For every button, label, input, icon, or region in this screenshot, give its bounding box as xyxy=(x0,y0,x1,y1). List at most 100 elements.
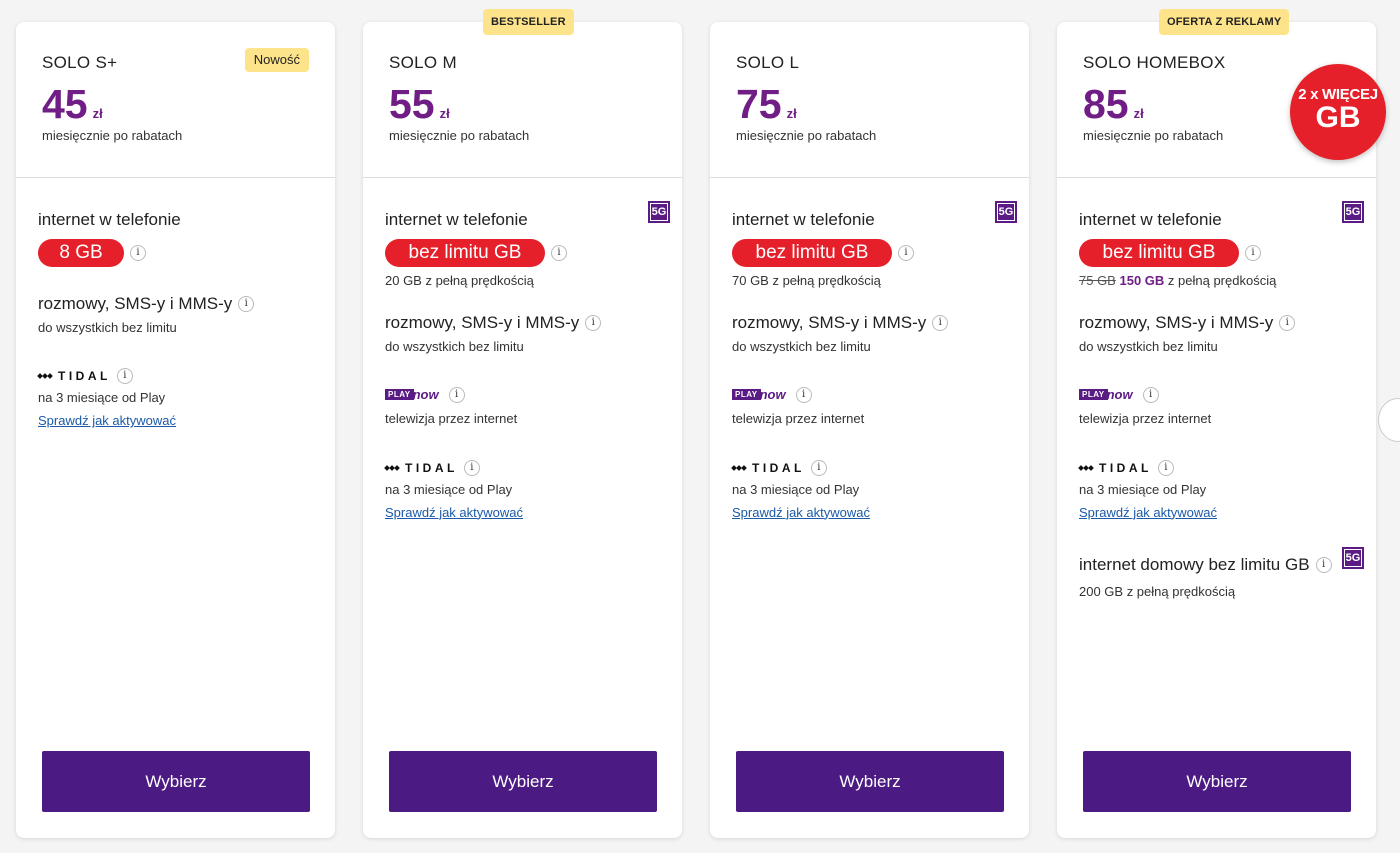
price-row: 45 zł xyxy=(42,82,335,126)
playnow-subtitle: telewizja przez internet xyxy=(1079,410,1212,426)
price-value: 85 xyxy=(1083,81,1129,127)
tidal-logo: TIDAL i xyxy=(1078,459,1174,476)
price-currency: zł xyxy=(786,106,797,121)
price-note: miesięcznie po rabatach xyxy=(736,128,877,143)
activate-link[interactable]: Sprawdź jak aktywować xyxy=(38,413,176,428)
playnow-logo: PLAY now i xyxy=(732,386,812,403)
tidal-subtitle: na 3 miesiące od Play xyxy=(1079,481,1207,497)
plan-header: SOLO M 55 zł miesięcznie po rabatach xyxy=(363,22,682,178)
tidal-wordmark: TIDAL xyxy=(58,369,111,383)
plan-name: SOLO M xyxy=(389,53,457,72)
calls-title: rozmowy, SMS-y i MMS-y i xyxy=(38,294,255,314)
playnow-now: now xyxy=(412,387,439,402)
info-icon[interactable]: i xyxy=(585,315,602,331)
calls-subtitle: do wszystkich bez limitu xyxy=(38,320,177,335)
data-allowance-pill: bez limitu GB xyxy=(732,239,892,267)
price-currency: zł xyxy=(1133,106,1144,121)
data-allowance-pill: bez limitu GB xyxy=(1079,239,1239,267)
home-internet-title-text: internet domowy bez limitu GB xyxy=(1079,554,1310,574)
calls-subtitle: do wszystkich bez limitu xyxy=(385,339,524,354)
data-allowance-pill: 8 GB xyxy=(38,239,124,267)
playnow-now: now xyxy=(1106,387,1133,402)
calls-title-text: rozmowy, SMS-y i MMS-y xyxy=(38,294,233,313)
playnow-play: PLAY xyxy=(385,389,414,400)
home-internet-subtitle: 200 GB z pełną prędkością xyxy=(1079,583,1236,599)
choose-button[interactable]: Wybierz xyxy=(1083,751,1351,812)
tidal-wordmark: TIDAL xyxy=(405,460,458,475)
playnow-play: PLAY xyxy=(1079,389,1108,400)
plan-features: 5G internet w telefonie bez limitu GB i … xyxy=(710,178,1029,522)
price-note: miesięcznie po rabatach xyxy=(1083,128,1224,143)
playnow-logo: PLAY now i xyxy=(1079,386,1159,403)
tidal-diamonds-icon xyxy=(384,464,400,471)
promo-line-2: GB xyxy=(1315,101,1361,134)
price-value: 55 xyxy=(389,81,435,127)
playnow-logo: PLAY now i xyxy=(385,386,465,403)
info-icon[interactable]: i xyxy=(1315,556,1332,573)
price-note: miesięcznie po rabatach xyxy=(42,128,183,143)
internet-title: internet w telefonie xyxy=(1079,210,1222,229)
plan-features: 5G internet w telefonie bez limitu GB i … xyxy=(363,178,682,522)
choose-button[interactable]: Wybierz xyxy=(42,751,310,812)
calls-title: rozmowy, SMS-y i MMS-y i xyxy=(732,313,949,333)
plan-features: internet w telefonie 8 GB i rozmowy, SMS… xyxy=(16,178,335,430)
activate-link[interactable]: Sprawdź jak aktywować xyxy=(385,504,523,520)
tidal-subtitle: na 3 miesiące od Play xyxy=(38,390,166,405)
tidal-subtitle: na 3 miesiące od Play xyxy=(385,481,513,497)
plan-card-solo-l: SOLO L 75 zł miesięcznie po rabatach 5G … xyxy=(710,22,1029,838)
speed-note: 20 GB z pełną prędkością xyxy=(385,273,534,288)
tidal-logo: TIDAL i xyxy=(731,459,827,476)
info-icon[interactable]: i xyxy=(448,386,465,403)
carousel-next-button[interactable] xyxy=(1378,398,1400,442)
info-icon[interactable]: i xyxy=(898,245,914,261)
calls-title: rozmowy, SMS-y i MMS-y i xyxy=(1079,313,1296,333)
5g-icon: 5G xyxy=(1342,201,1364,223)
info-icon[interactable]: i xyxy=(551,245,567,261)
playnow-now: now xyxy=(759,387,786,402)
info-icon[interactable]: i xyxy=(932,315,949,331)
tidal-diamonds-icon xyxy=(731,464,747,471)
activate-link[interactable]: Sprawdź jak aktywować xyxy=(1079,504,1217,520)
speed-old: 75 GB xyxy=(1079,273,1116,288)
speed-rest: z pełną prędkością xyxy=(1167,273,1277,288)
price-row: 55 zł xyxy=(389,82,682,126)
info-icon[interactable]: i xyxy=(1157,459,1174,476)
playnow-play: PLAY xyxy=(732,389,761,400)
info-icon[interactable]: i xyxy=(463,459,480,476)
choose-button[interactable]: Wybierz xyxy=(736,751,1004,812)
5g-icon: 5G xyxy=(1342,546,1364,569)
info-icon[interactable]: i xyxy=(1279,315,1296,331)
activate-link[interactable]: Sprawdź jak aktywować xyxy=(732,504,870,520)
plan-name: SOLO L xyxy=(736,53,800,72)
info-icon[interactable]: i xyxy=(810,459,827,476)
tidal-diamonds-icon xyxy=(1078,464,1094,471)
playnow-wordmark: PLAY now xyxy=(732,387,786,402)
info-icon[interactable]: i xyxy=(795,386,812,403)
plan-header: 2 x WIĘCEJ GB SOLO HOMEBOX 85 zł miesięc… xyxy=(1057,22,1386,178)
tidal-wordmark: TIDAL xyxy=(1099,460,1152,475)
promo-double-gb-badge: 2 x WIĘCEJ GB xyxy=(1290,64,1386,160)
choose-button[interactable]: Wybierz xyxy=(389,751,657,812)
plan-name: SOLO HOMEBOX xyxy=(1083,53,1226,72)
info-icon[interactable]: i xyxy=(116,368,133,384)
plan-card-solo-m: BESTSELLER SOLO M 55 zł miesięcznie po r… xyxy=(363,9,682,838)
info-icon[interactable]: i xyxy=(130,245,146,261)
info-icon[interactable]: i xyxy=(1142,386,1159,403)
price-currency: zł xyxy=(439,106,450,121)
tidal-subtitle: na 3 miesiące od Play xyxy=(732,481,860,497)
playnow-subtitle: telewizja przez internet xyxy=(732,410,865,426)
ad-offer-badge: OFERTA Z REKLAMY xyxy=(1159,9,1290,35)
speed-note: 70 GB z pełną prędkością xyxy=(732,273,881,288)
promo-line-1: 2 x WIĘCEJ xyxy=(1298,86,1378,103)
playnow-subtitle: telewizja przez internet xyxy=(385,410,518,426)
tidal-logo: TIDAL i xyxy=(384,459,480,476)
price-currency: zł xyxy=(92,106,103,121)
tidal-logo: TIDAL i xyxy=(37,368,133,384)
calls-title-text: rozmowy, SMS-y i MMS-y xyxy=(732,313,927,332)
info-icon[interactable]: i xyxy=(238,296,255,312)
info-icon[interactable]: i xyxy=(1245,245,1261,261)
tidal-diamonds-icon xyxy=(37,373,53,379)
playnow-wordmark: PLAY now xyxy=(1079,387,1133,402)
data-allowance-pill: bez limitu GB xyxy=(385,239,545,267)
